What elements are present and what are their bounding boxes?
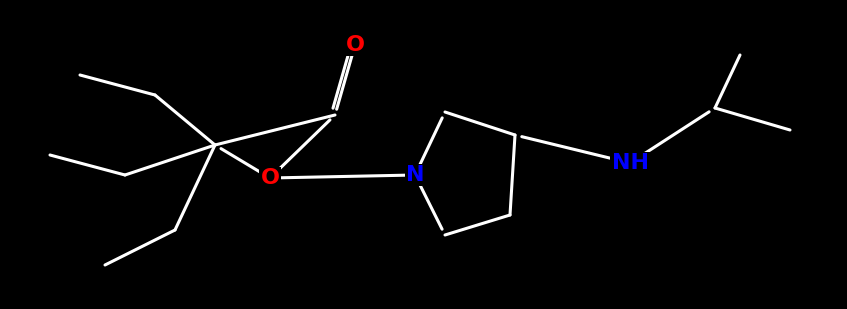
Text: N: N [406, 165, 424, 185]
Text: NH: NH [612, 153, 649, 173]
Text: O: O [346, 35, 364, 55]
Text: O: O [261, 168, 280, 188]
